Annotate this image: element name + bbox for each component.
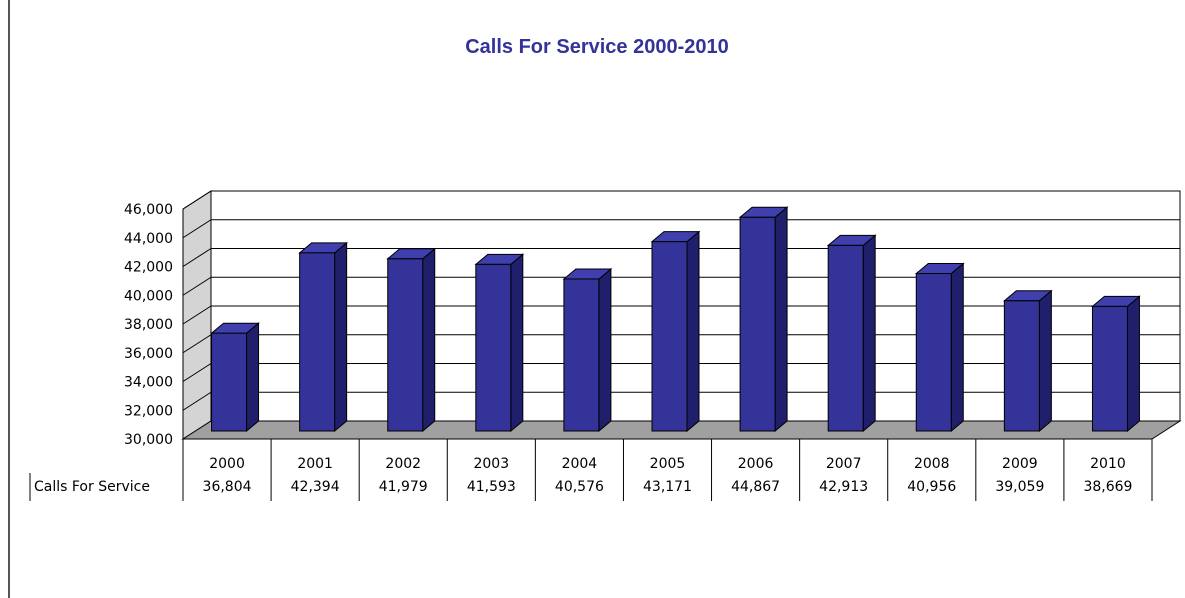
data-label: 40,956 <box>907 479 956 495</box>
x-category-label: 2005 <box>650 456 686 472</box>
data-label: 39,059 <box>995 479 1044 495</box>
bar-side <box>334 241 348 433</box>
bar-side <box>598 267 612 433</box>
table-series-label: Calls For Service <box>34 479 150 495</box>
bar <box>826 234 877 433</box>
gridline-side <box>182 248 212 267</box>
bar-side <box>422 247 436 433</box>
left-border-line <box>8 0 10 598</box>
bar-front <box>827 244 864 432</box>
data-label: 42,394 <box>291 479 340 495</box>
gridline-side <box>182 305 212 325</box>
data-label: 41,593 <box>467 479 516 495</box>
bar-front <box>563 278 600 432</box>
gridline-side <box>182 190 212 210</box>
bar <box>650 230 701 433</box>
bar-side <box>950 262 964 433</box>
x-category-label: 2006 <box>738 456 774 472</box>
y-tick-label: 36,000 <box>124 346 173 362</box>
bar <box>1091 295 1141 433</box>
data-label: 43,171 <box>643 479 692 495</box>
y-tick-label: 44,000 <box>124 231 173 247</box>
bar-front <box>651 241 688 432</box>
bars <box>210 206 1141 433</box>
bar <box>474 253 525 433</box>
bar-side <box>510 253 524 433</box>
bar-side <box>246 322 260 433</box>
gridline-side <box>182 276 212 296</box>
data-label: 36,804 <box>203 479 252 495</box>
x-category-label: 2010 <box>1090 456 1126 472</box>
y-tick-label: 30,000 <box>124 432 173 448</box>
x-category-label: 2004 <box>562 456 598 472</box>
bar-side <box>686 230 700 433</box>
gridline-side <box>182 334 212 354</box>
bar <box>738 206 789 433</box>
bar <box>386 247 437 433</box>
data-label: 42,913 <box>819 479 868 495</box>
bar-front <box>739 216 776 432</box>
bar <box>210 322 260 433</box>
bar-front <box>1091 305 1128 432</box>
bar-side <box>774 206 788 433</box>
bar-front <box>387 258 424 432</box>
bar-side <box>1038 289 1052 433</box>
bar <box>298 241 349 433</box>
data-label: 40,576 <box>555 479 604 495</box>
x-category-label: 2001 <box>297 456 333 472</box>
data-label: 41,979 <box>379 479 428 495</box>
y-tick-label: 34,000 <box>124 375 173 391</box>
y-axis: 30,000 32,000 34,000 36,000 38,000 40,000 42,0… <box>124 202 173 448</box>
x-category-label: 2008 <box>914 456 950 472</box>
bar <box>914 262 965 433</box>
chart-title: Calls For Service 2000-2010 <box>465 36 729 58</box>
data-label: 44,867 <box>731 479 780 495</box>
x-category-label: 2007 <box>826 456 862 472</box>
data-label: 38,669 <box>1083 479 1132 495</box>
bar <box>562 267 613 433</box>
data-table: Calls For Service 2000 36,804 2001 42,394 200… <box>29 439 1153 501</box>
bar-side <box>862 234 876 433</box>
bar-front <box>915 273 952 432</box>
x-category-label: 2002 <box>385 456 421 472</box>
y-tick-label: 38,000 <box>124 317 173 333</box>
x-category-label: 2000 <box>209 456 245 472</box>
bar-side <box>1126 295 1140 433</box>
y-tick-label: 32,000 <box>124 403 173 419</box>
gridline-side <box>182 219 212 239</box>
bar-front <box>299 252 336 432</box>
y-tick-label: 42,000 <box>124 260 173 276</box>
bar-front <box>475 263 512 432</box>
y-tick-label: 40,000 <box>124 288 173 304</box>
gridline-side <box>182 363 212 382</box>
x-category-label: 2003 <box>473 456 509 472</box>
y-tick-label: 46,000 <box>124 202 173 218</box>
bar <box>1002 289 1053 433</box>
x-category-label: 2009 <box>1002 456 1038 472</box>
bar-front <box>1003 300 1040 432</box>
gridline-side <box>182 391 212 411</box>
bar-front <box>211 332 248 432</box>
